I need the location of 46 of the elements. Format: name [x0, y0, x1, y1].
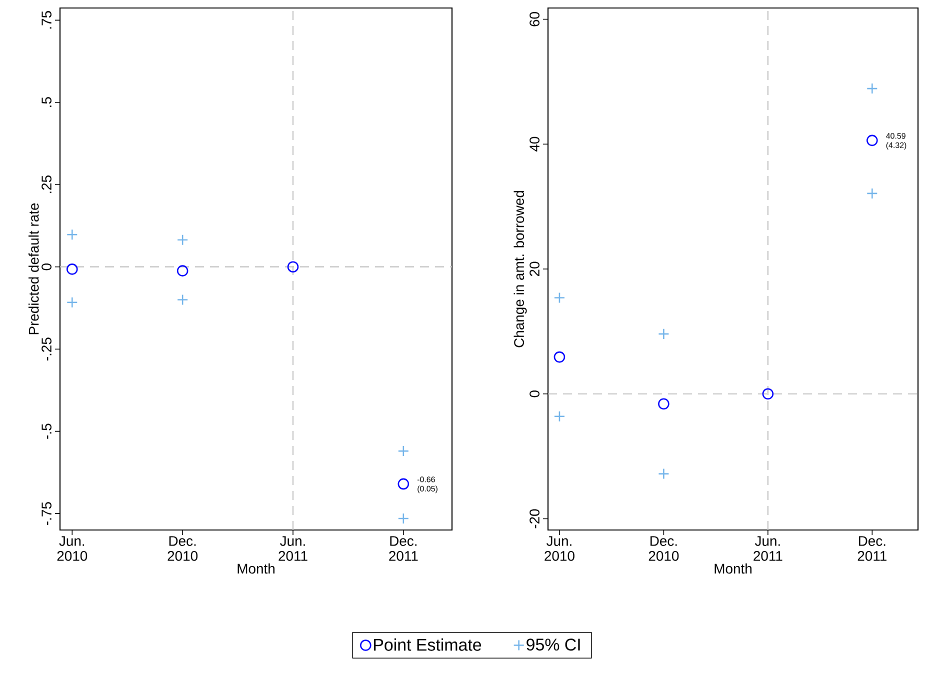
- x-axis-title: Month: [238, 563, 274, 574]
- point: [554, 410, 566, 422]
- y-tick-label: .75: [42, 11, 52, 29]
- legend-label: Point Estimate: [374, 638, 482, 651]
- y-tick-label: .25: [42, 176, 52, 194]
- x-tick-label: Jun. 2011: [754, 536, 782, 561]
- point: [554, 351, 566, 363]
- y-tick-label: .5: [42, 97, 52, 107]
- point: [866, 134, 878, 146]
- x-tick-label: Jun. 2010: [57, 536, 88, 561]
- x-tick-label: Dec. 2010: [648, 536, 679, 561]
- y-tick-label: 0: [530, 390, 540, 398]
- y-tick-label: -.75: [42, 502, 52, 525]
- point: [866, 82, 878, 94]
- point: [66, 264, 78, 275]
- y-tick-label: 0: [42, 264, 52, 270]
- point: [866, 188, 878, 200]
- y-tick-label: 20: [530, 262, 540, 276]
- x-tick-label: Jun. 2010: [544, 536, 574, 561]
- point: [762, 388, 774, 400]
- point: [398, 478, 410, 490]
- x-tick-label: Jun. 2011: [278, 536, 308, 561]
- legend-label: 95% CI: [526, 638, 580, 651]
- point: [658, 398, 670, 410]
- point: [554, 292, 566, 304]
- point: [398, 445, 410, 457]
- point: [287, 261, 299, 273]
- x-axis-title: Month: [714, 563, 752, 574]
- point: [66, 296, 78, 308]
- point: [176, 265, 188, 276]
- x-tick-label: Dec. 2011: [389, 536, 418, 561]
- y-tick-label: 60: [530, 12, 540, 26]
- y-axis-title: Change in amt. borrowed: [514, 190, 527, 348]
- x-tick-label: Dec. 2011: [858, 536, 886, 561]
- y-tick-label: -.5: [42, 424, 52, 439]
- point: [398, 512, 410, 524]
- y-tick-label: -.25: [42, 338, 52, 360]
- point: [658, 328, 670, 340]
- point: [176, 234, 188, 246]
- point: [176, 294, 188, 306]
- point: [66, 228, 78, 240]
- y-tick-label: 40: [530, 136, 540, 152]
- x-tick-label: Dec. 2010: [168, 536, 198, 561]
- point: [658, 468, 670, 480]
- y-tick-label: -20: [530, 509, 540, 528]
- y-axis-title: Predicted default rate: [28, 203, 39, 334]
